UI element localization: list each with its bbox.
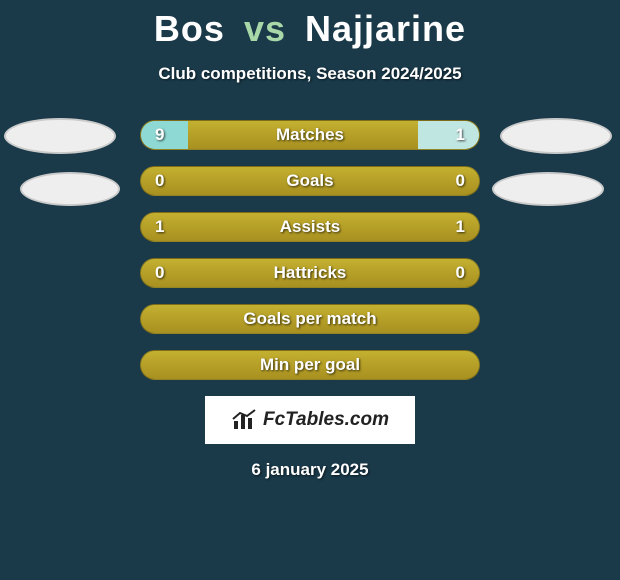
brand-text: FcTables.com [263,409,389,431]
stat-value-left: 0 [155,259,164,287]
content-area: Matches91Goals00Assists11Hattricks00Goal… [0,120,620,380]
player-badge-ellipse [492,172,604,206]
stat-rows: Matches91Goals00Assists11Hattricks00Goal… [140,120,480,380]
stat-value-right: 1 [456,121,465,149]
stat-label: Min per goal [141,351,479,379]
stat-label: Goals [141,167,479,195]
stat-row: Matches9 1 [140,120,480,150]
stat-label: Matches [141,121,479,149]
vs-label: vs [244,8,286,49]
player-badge-ellipse [20,172,120,206]
stat-value-right: 0 [456,259,465,287]
player1-name: Bos [154,8,225,49]
stat-label: Assists [141,213,479,241]
subtitle: Club competitions, Season 2024/2025 [0,64,620,84]
stat-value-left: 0 [155,167,164,195]
comparison-title: Bos vs Najjarine [0,0,620,50]
player-badge-ellipse [500,118,612,154]
player2-name: Najjarine [305,8,466,49]
brand-box: FcTables.com [205,396,415,444]
stat-value-left: 9 [155,121,164,149]
stat-row: Goals0 0 [140,166,480,196]
stat-row: Min per goal [140,350,480,380]
stat-row: Goals per match [140,304,480,334]
chart-icon [231,409,257,431]
player-badge-ellipse [4,118,116,154]
stat-value-right: 0 [456,167,465,195]
stat-value-right: 1 [456,213,465,241]
stat-row: Hattricks0 0 [140,258,480,288]
stat-label: Hattricks [141,259,479,287]
stat-value-left: 1 [155,213,164,241]
date-text: 6 january 2025 [0,460,620,480]
stat-row: Assists1 1 [140,212,480,242]
stat-label: Goals per match [141,305,479,333]
